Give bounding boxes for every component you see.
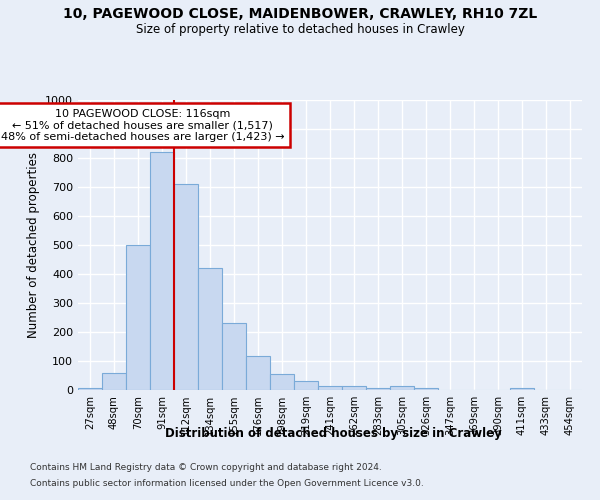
Bar (318, 386, 342, 390)
Bar (390, 386, 414, 390)
Bar (126, 245, 150, 390)
Bar (294, 380, 318, 390)
Bar (414, 388, 438, 390)
Bar (198, 268, 222, 390)
Bar (246, 356, 270, 390)
Bar (174, 184, 198, 390)
Text: Size of property relative to detached houses in Crawley: Size of property relative to detached ho… (136, 22, 464, 36)
Bar (366, 388, 390, 390)
Y-axis label: Number of detached properties: Number of detached properties (26, 152, 40, 338)
Text: 10, PAGEWOOD CLOSE, MAIDENBOWER, CRAWLEY, RH10 7ZL: 10, PAGEWOOD CLOSE, MAIDENBOWER, CRAWLEY… (63, 8, 537, 22)
Text: Contains HM Land Registry data © Crown copyright and database right 2024.: Contains HM Land Registry data © Crown c… (30, 464, 382, 472)
Bar (342, 386, 366, 390)
Text: Contains public sector information licensed under the Open Government Licence v3: Contains public sector information licen… (30, 478, 424, 488)
Bar (510, 388, 534, 390)
Text: Distribution of detached houses by size in Crawley: Distribution of detached houses by size … (164, 428, 502, 440)
Bar (78, 388, 102, 390)
Text: 10 PAGEWOOD CLOSE: 116sqm
← 51% of detached houses are smaller (1,517)
48% of se: 10 PAGEWOOD CLOSE: 116sqm ← 51% of detac… (1, 108, 284, 142)
Bar (270, 374, 294, 390)
Bar (222, 324, 246, 390)
Bar (150, 152, 174, 390)
Bar (102, 374, 126, 390)
